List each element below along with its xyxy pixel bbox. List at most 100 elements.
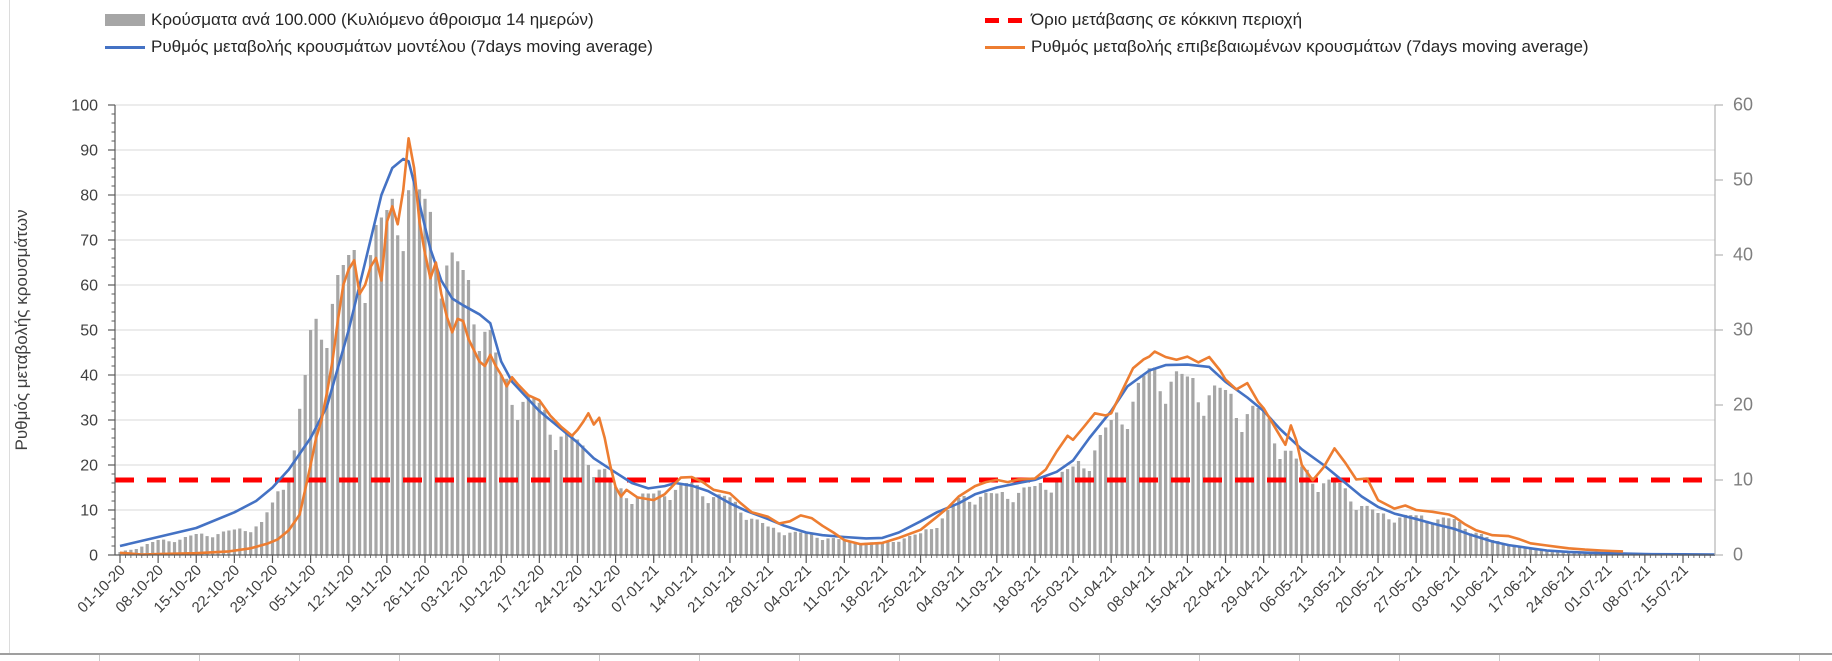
bar <box>1185 376 1189 555</box>
bar <box>439 298 443 555</box>
bar <box>657 490 661 555</box>
bar <box>221 531 226 555</box>
bar <box>134 549 138 555</box>
bar <box>145 544 149 555</box>
bar <box>1283 450 1287 555</box>
bar <box>1011 502 1015 555</box>
bar <box>1136 382 1140 555</box>
bar <box>750 518 754 555</box>
bar <box>880 543 884 555</box>
legend-label: Όριο μετάβασης σε κόκκινη περιοχή <box>1031 10 1303 29</box>
bar <box>1115 412 1119 555</box>
bar <box>172 542 177 555</box>
bar <box>1327 479 1331 555</box>
bar <box>919 533 923 556</box>
bar <box>1381 513 1386 555</box>
bar <box>1071 466 1075 555</box>
bar <box>483 331 487 555</box>
bar <box>902 538 906 555</box>
bar <box>989 493 993 555</box>
bar <box>717 494 721 556</box>
bar <box>309 330 313 555</box>
bar <box>1360 506 1364 555</box>
bar <box>1191 378 1195 555</box>
bar <box>434 267 438 555</box>
bar <box>586 465 590 555</box>
legend-item-confirmed-line[interactable]: Ρυθμός μεταβολής επιβεβαιωμένων κρουσμάτ… <box>985 36 1589 58</box>
bar <box>330 303 334 555</box>
bar <box>951 504 955 555</box>
right-axis-tick-label: 30 <box>1733 320 1753 340</box>
right-axis-tick-label: 10 <box>1733 470 1753 490</box>
bar <box>385 210 389 555</box>
bar <box>1490 540 1494 555</box>
bar <box>820 540 825 555</box>
bar <box>744 519 748 555</box>
bar <box>1202 415 1206 555</box>
bar <box>810 534 814 556</box>
bar <box>831 538 835 555</box>
left-axis-tick-label: 20 <box>80 458 98 475</box>
bar <box>347 255 351 555</box>
bar <box>1038 483 1042 555</box>
bar <box>249 532 253 555</box>
right-axis-tick-label: 50 <box>1733 170 1753 190</box>
bar <box>238 528 242 555</box>
bar <box>684 483 688 555</box>
bar <box>799 532 803 555</box>
bar <box>183 537 187 555</box>
bar <box>1545 550 1549 555</box>
bar <box>793 531 797 556</box>
bar <box>635 496 639 555</box>
bar <box>1447 518 1451 556</box>
bar <box>1256 408 1260 555</box>
bar <box>837 539 841 555</box>
bar <box>826 538 830 555</box>
legend-item-threshold[interactable]: Όριο μετάβασης σε κόκκινη περιοχή <box>985 9 1302 31</box>
bar <box>1528 548 1533 556</box>
bar <box>352 250 356 555</box>
bar <box>935 528 939 555</box>
bar <box>254 526 258 555</box>
bar <box>1098 435 1102 555</box>
bar <box>1343 488 1347 556</box>
bar <box>401 251 405 555</box>
bar <box>597 469 601 555</box>
bar <box>859 544 863 555</box>
bar <box>1267 418 1271 555</box>
bar <box>1518 545 1522 555</box>
bar <box>466 280 471 555</box>
bar <box>1332 481 1337 555</box>
bar <box>804 533 808 556</box>
bar <box>260 522 264 555</box>
bar <box>287 480 291 555</box>
bar <box>978 496 983 555</box>
bar <box>929 529 934 555</box>
bar <box>575 439 580 555</box>
legend-item-model-line[interactable]: Ρυθμός μεταβολής κρουσμάτων μοντέλου (7d… <box>105 36 653 58</box>
bar <box>390 198 394 556</box>
bar <box>570 435 574 555</box>
bar <box>924 529 928 556</box>
bar <box>167 541 171 555</box>
legend-item-cases-bars[interactable]: Κρούσματα ανά 100.000 (Κυλιόμενο άθροισμ… <box>105 9 594 31</box>
bar <box>1338 483 1342 555</box>
bar <box>325 348 329 555</box>
bar <box>412 180 416 555</box>
bar <box>1044 489 1048 556</box>
bar <box>1289 450 1293 556</box>
bar <box>1207 395 1211 555</box>
bar <box>712 497 716 555</box>
bar <box>1523 546 1527 555</box>
bar <box>1425 520 1429 555</box>
bar <box>368 255 373 555</box>
bar <box>1420 515 1424 555</box>
bar <box>1463 528 1467 555</box>
bar <box>891 542 895 555</box>
bar <box>1076 461 1081 555</box>
bar <box>1147 368 1151 556</box>
bar <box>869 542 874 556</box>
bar <box>494 352 498 555</box>
left-axis-tick-label: 50 <box>80 323 98 340</box>
